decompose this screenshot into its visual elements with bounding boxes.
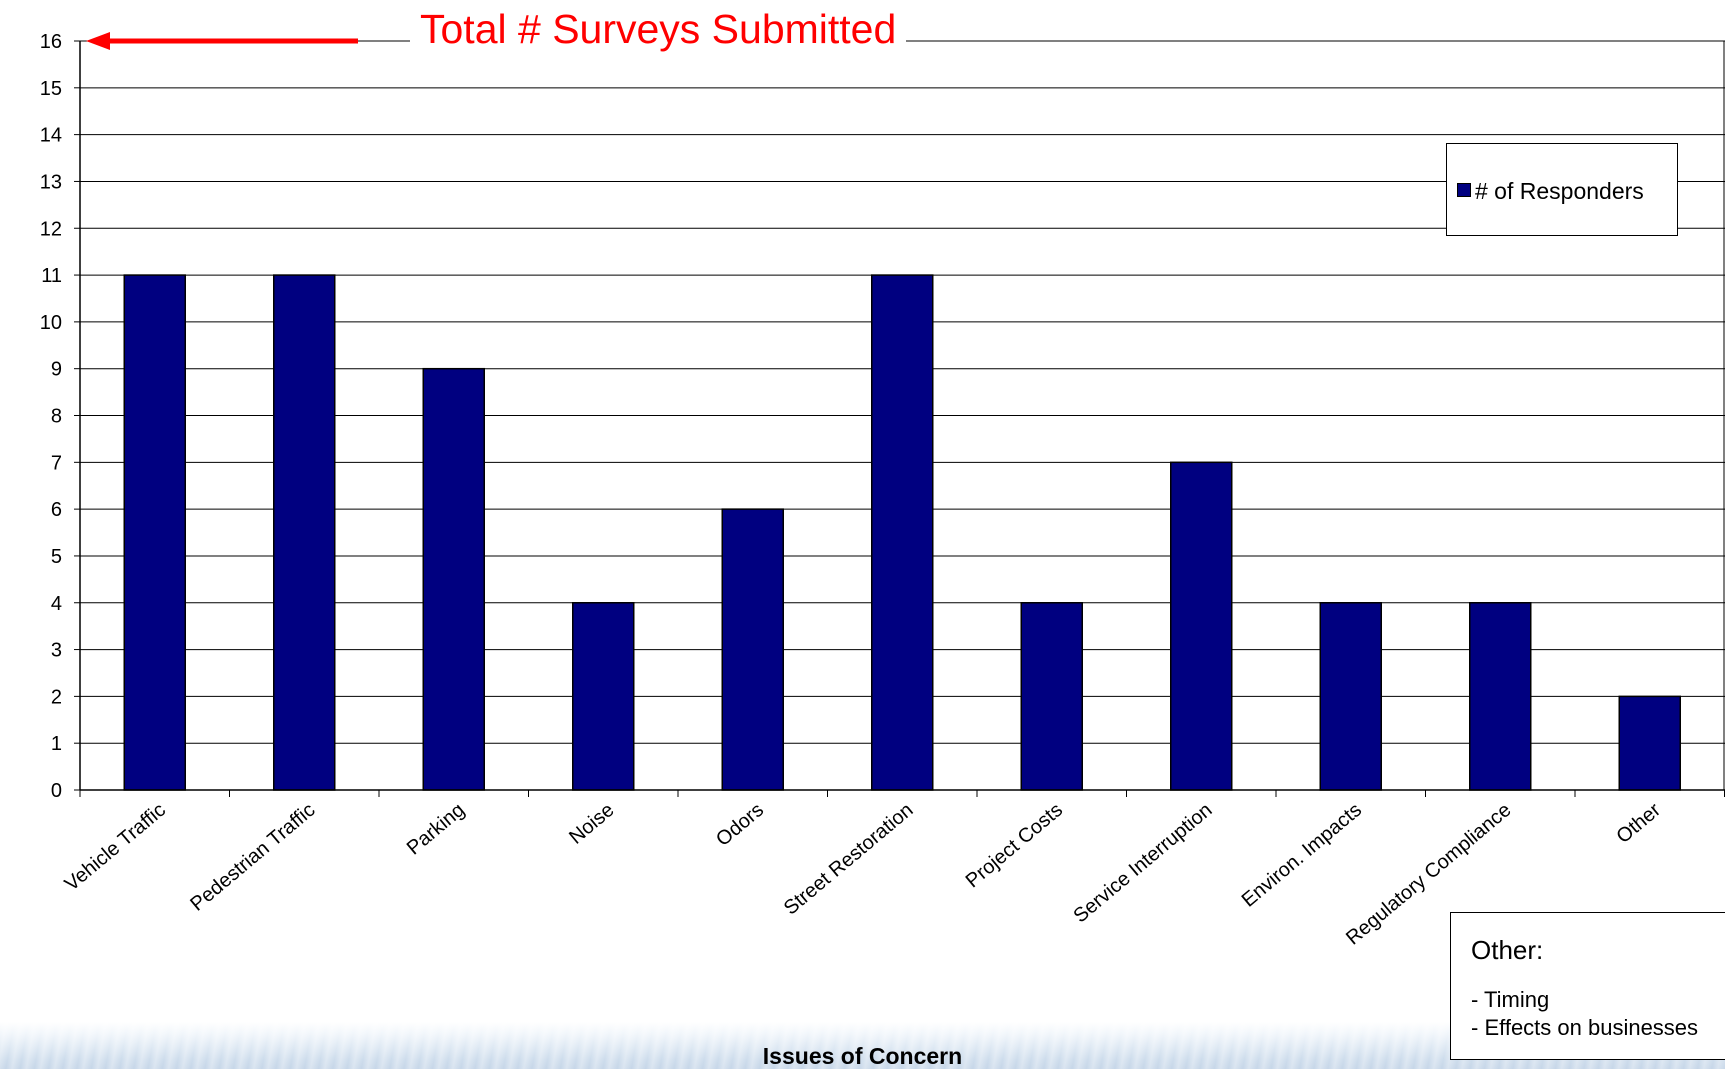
y-tick-label-5: 5 [51,546,62,568]
y-tick-label-10: 10 [40,312,62,334]
x-tick-label-4: Odors [712,799,768,851]
x-tick-label-10: Other [1612,799,1665,848]
x-axis-title: Issues of Concern [762,1043,963,1069]
x-tick-label-8: Environ. Impacts [1238,799,1366,912]
bar-8 [1319,602,1382,791]
y-tick-label-2: 2 [51,686,62,708]
total-surveys-annotation: Total # Surveys Submitted [410,6,907,53]
y-tick-label-4: 4 [51,593,62,615]
legend: # of Responders [1446,143,1678,236]
water-background [0,1022,1725,1069]
y-tick-label-15: 15 [40,78,62,100]
x-tick-label-2: Parking [403,799,469,859]
y-tick-label-6: 6 [51,499,62,521]
arrow-head [86,32,110,50]
y-tick-label-14: 14 [40,125,62,147]
y-tick-label-9: 9 [51,359,62,381]
bar-6 [1020,602,1083,791]
y-tick-label-11: 11 [41,265,62,287]
x-tick-label-1: Pedestrian Traffic [186,799,319,916]
x-tick-label-3: Noise [565,799,618,849]
axes [74,40,1725,797]
y-tick-label-7: 7 [51,452,62,474]
bars [123,274,1681,791]
other-note-item-timing: - Timing [1471,987,1550,1012]
bar-5 [871,274,934,791]
x-tick-label-6: Project Costs [962,799,1067,892]
x-tick-label-5: Street Restoration [780,799,918,919]
y-tick-label-3: 3 [51,640,62,662]
bar-9 [1469,602,1532,791]
bar-0 [123,274,186,791]
bar-2 [422,367,485,791]
bar-1 [273,274,336,791]
bar-4 [721,508,784,791]
bar-10 [1618,695,1681,791]
y-tick-label-8: 8 [51,406,62,428]
y-tick-label-12: 12 [40,218,62,240]
y-tick-label-0: 0 [51,780,62,802]
x-tick-label-0: Vehicle Traffic [61,799,170,896]
y-tick-label-16: 16 [40,31,62,53]
x-tick-labels: Vehicle Traffic Pedestrian Traffic Parking… [61,799,1665,950]
y-tick-label-13: 13 [40,171,62,193]
other-note-box: Other: - Timing - Effects on businesses [1450,912,1725,1060]
bar-7 [1170,461,1233,791]
bar-3 [572,602,635,791]
total-arrow [86,32,358,50]
other-note-item-businesses: - Effects on businesses [1471,1015,1699,1040]
y-tick-label-1: 1 [51,733,62,755]
legend-label: # of Responders [1475,178,1644,204]
legend-swatch [1457,183,1471,197]
x-tick-label-7: Service Interruption [1069,799,1216,927]
other-note-title: Other: [1471,935,1544,965]
